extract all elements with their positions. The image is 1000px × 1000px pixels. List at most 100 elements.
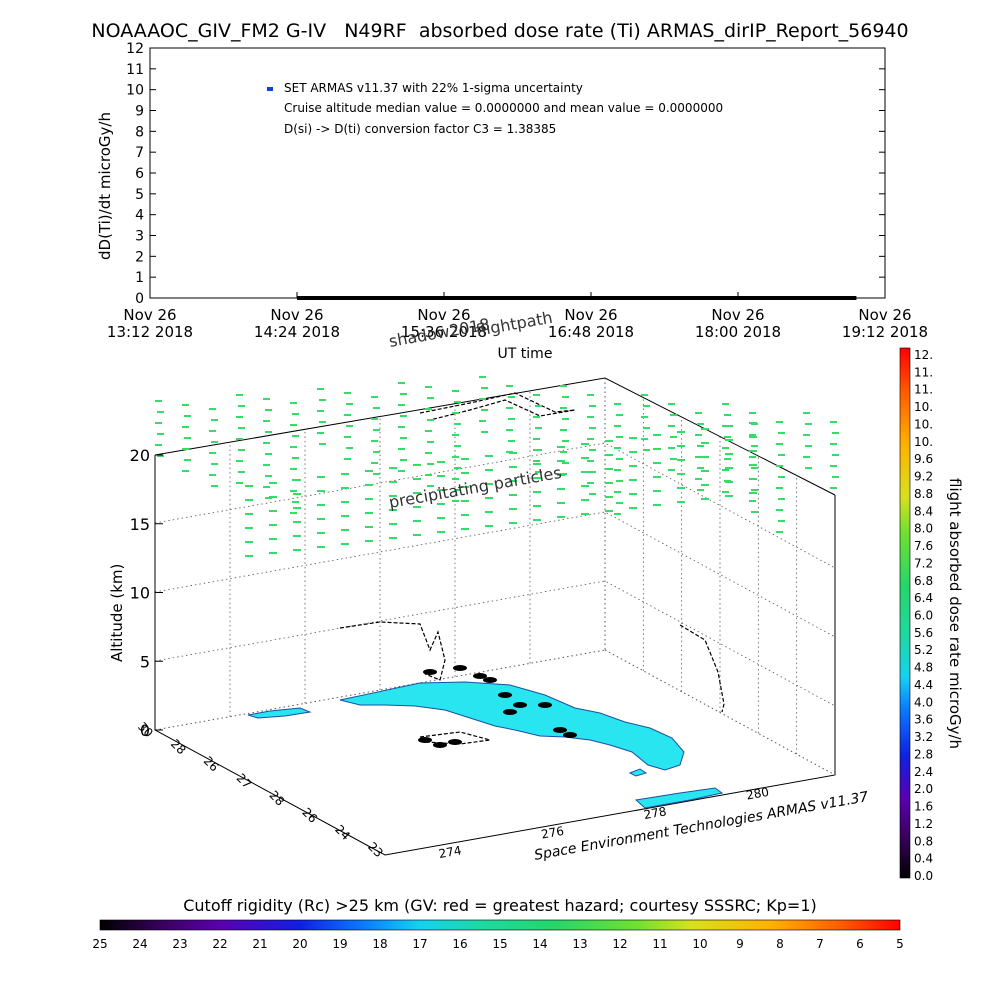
- cutoff-tick-label: 7: [816, 937, 824, 951]
- particle-marker: [454, 467, 461, 469]
- particle-marker: [413, 478, 421, 480]
- x-axis-label: UT time: [498, 346, 553, 362]
- particle-marker: [581, 499, 589, 501]
- colorbar-tick-label: 1.2: [914, 817, 933, 831]
- particle-marker: [668, 447, 675, 449]
- particle-marker: [560, 451, 567, 453]
- particle-marker: [749, 500, 756, 502]
- particle-marker: [778, 476, 785, 478]
- particle-marker: [803, 434, 810, 436]
- particle-marker: [697, 467, 704, 469]
- particle-marker: [605, 468, 613, 470]
- particle-marker: [371, 440, 378, 442]
- shadow-marker: [418, 737, 432, 743]
- shadow-marker: [553, 727, 567, 733]
- particle-marker: [562, 462, 569, 464]
- particle-marker: [725, 495, 733, 497]
- particle-marker: [452, 390, 459, 392]
- particle-marker: [557, 474, 565, 476]
- island-landmass: [634, 787, 724, 809]
- colorbar-tick-label: 8.8: [914, 487, 933, 501]
- particle-marker: [452, 478, 459, 480]
- x-tick-label-date: Nov 26: [564, 306, 617, 324]
- latitude-tick-label: 24: [332, 822, 353, 843]
- particle-marker: [452, 434, 459, 436]
- particle-marker: [533, 491, 541, 493]
- particle-marker: [317, 546, 325, 548]
- latitude-tick-label: 30: [135, 719, 156, 740]
- particle-marker: [211, 441, 218, 443]
- particle-marker: [365, 540, 373, 542]
- colorbar-tick-label: 0.0: [914, 869, 933, 883]
- altitude-axis-label: Altitude (km): [108, 564, 126, 662]
- particle-marker: [751, 445, 758, 447]
- x-tick-label-time: 16:48 2018: [548, 323, 634, 341]
- particle-marker: [581, 457, 589, 459]
- legend-conversion-note: D(si) -> D(ti) conversion factor C3 = 1.…: [284, 122, 556, 136]
- particle-marker: [589, 405, 596, 407]
- particle-marker: [317, 432, 324, 434]
- particle-marker: [653, 448, 661, 450]
- cutoff-tick-label: 20: [292, 937, 307, 951]
- colorbar-tick-label: 4.4: [914, 678, 933, 692]
- particle-marker: [589, 493, 596, 495]
- particle-marker: [830, 487, 837, 489]
- particle-marker: [269, 538, 277, 540]
- particle-marker: [805, 467, 812, 469]
- colorbar-tick-label: 0.4: [914, 852, 933, 866]
- colorbar-tick-label: 6.8: [914, 574, 933, 588]
- particle-marker: [398, 448, 405, 450]
- particle-marker: [317, 410, 324, 412]
- cutoff-tick-label: 8: [776, 937, 784, 951]
- colorbar-tick-label: 6.4: [914, 591, 933, 605]
- particle-marker: [653, 490, 661, 492]
- particle-marker: [722, 403, 729, 405]
- particle-marker: [605, 510, 613, 512]
- particle-marker: [697, 445, 704, 447]
- particle-marker: [533, 477, 541, 479]
- colorbar-tick-label: 11.: [914, 365, 933, 379]
- particle-marker: [245, 499, 253, 501]
- colorbar-tick-label: 6.0: [914, 609, 933, 623]
- particle-marker: [776, 487, 783, 489]
- particle-marker: [290, 402, 297, 404]
- x-tick-label-date: Nov 26: [270, 306, 323, 324]
- particle-marker: [209, 452, 216, 454]
- x-tick-label-time: 19:12 2018: [842, 323, 928, 341]
- shadow-marker: [498, 692, 512, 698]
- particle-marker: [344, 414, 351, 416]
- particle-marker: [245, 513, 253, 515]
- cutoff-tick-label: 13: [572, 937, 587, 951]
- particle-marker: [344, 392, 351, 394]
- particle-marker: [557, 488, 565, 490]
- particle-marker: [587, 482, 594, 484]
- particle-marker: [437, 531, 445, 533]
- particle-marker: [293, 493, 301, 495]
- particle-marker: [605, 440, 613, 442]
- shadow-marker: [513, 702, 527, 708]
- particle-marker: [725, 481, 733, 483]
- particle-marker: [238, 471, 245, 473]
- colorbar-tick-label: 8.4: [914, 504, 933, 518]
- particle-marker: [485, 511, 493, 513]
- particle-marker: [629, 493, 637, 495]
- particle-marker: [533, 394, 540, 396]
- particle-marker: [437, 517, 445, 519]
- particle-marker: [533, 505, 541, 507]
- particle-marker: [238, 449, 245, 451]
- particle-marker: [749, 492, 757, 494]
- particle-marker: [290, 490, 297, 492]
- particle-marker: [776, 421, 783, 423]
- particle-marker: [425, 452, 432, 454]
- particle-marker: [373, 451, 380, 453]
- x-tick-label-time: 15:36 2018: [401, 323, 487, 341]
- particle-marker: [614, 403, 621, 405]
- particle-marker: [614, 425, 621, 427]
- particle-marker: [373, 473, 380, 475]
- particle-marker: [778, 454, 785, 456]
- particle-marker: [587, 394, 594, 396]
- y-tick-label: 5: [135, 187, 144, 203]
- particle-marker: [701, 442, 709, 444]
- particle-marker: [263, 464, 270, 466]
- particle-marker: [263, 398, 270, 400]
